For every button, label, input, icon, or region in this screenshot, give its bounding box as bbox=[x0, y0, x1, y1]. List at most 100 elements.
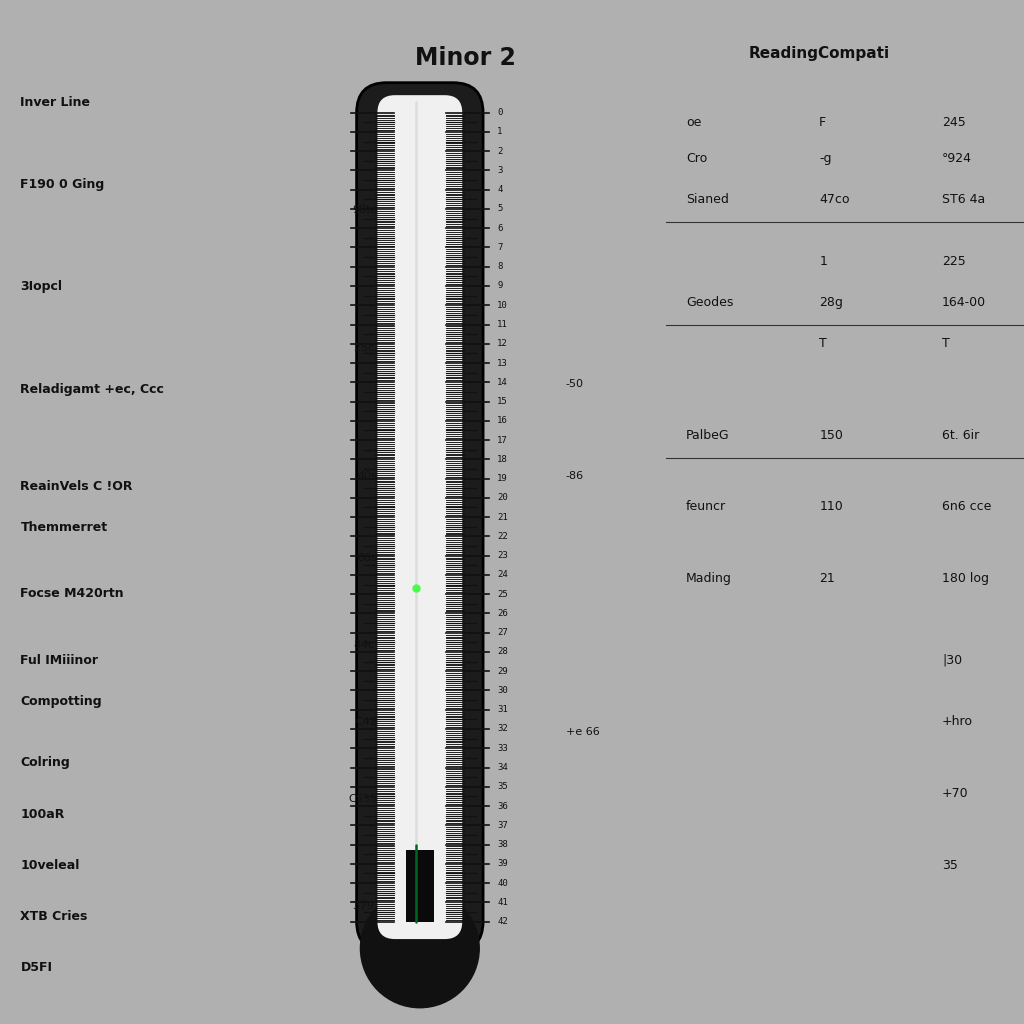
Text: 180 log: 180 log bbox=[942, 572, 989, 585]
Circle shape bbox=[360, 889, 479, 1008]
Text: -50: -50 bbox=[565, 379, 584, 389]
Text: 12: 12 bbox=[498, 339, 508, 348]
Text: Ful IMiiinor: Ful IMiiinor bbox=[20, 654, 98, 667]
Text: 47co: 47co bbox=[819, 194, 850, 206]
Text: 16: 16 bbox=[498, 417, 508, 425]
Text: C42-: C42- bbox=[355, 717, 381, 727]
Text: |30: |30 bbox=[942, 654, 963, 667]
Text: F: F bbox=[819, 117, 826, 129]
Text: 37: 37 bbox=[498, 821, 508, 829]
Text: 13: 13 bbox=[498, 358, 508, 368]
Text: T: T bbox=[942, 337, 950, 349]
Text: 1: 1 bbox=[498, 127, 503, 136]
Text: Cro: Cro bbox=[686, 153, 708, 165]
Text: Themmerret: Themmerret bbox=[20, 521, 108, 534]
Text: 10veleal: 10veleal bbox=[20, 859, 80, 871]
Text: 15: 15 bbox=[498, 397, 508, 407]
Text: +e 66: +e 66 bbox=[565, 727, 599, 737]
Text: +hro: +hro bbox=[942, 716, 973, 728]
Text: 34: 34 bbox=[498, 763, 508, 772]
Text: F190 0 Ging: F190 0 Ging bbox=[20, 178, 104, 190]
Text: ReadingCompati: ReadingCompati bbox=[749, 46, 890, 61]
Text: 24: 24 bbox=[498, 570, 508, 580]
Text: 21: 21 bbox=[819, 572, 835, 585]
Text: 6n6 cce: 6n6 cce bbox=[942, 501, 991, 513]
Text: 25c -: 25c - bbox=[353, 343, 381, 353]
Text: 25: 25 bbox=[498, 590, 508, 599]
Text: °924: °924 bbox=[942, 153, 972, 165]
Text: 245: 245 bbox=[942, 117, 966, 129]
Text: 29: 29 bbox=[498, 667, 508, 676]
FancyBboxPatch shape bbox=[378, 95, 462, 939]
Text: 41: 41 bbox=[498, 898, 508, 907]
Text: T: T bbox=[819, 337, 827, 349]
Text: 30: 30 bbox=[498, 686, 508, 695]
Text: 100aR: 100aR bbox=[20, 808, 65, 820]
Text: 150: 150 bbox=[819, 429, 843, 441]
Text: 164-00: 164-00 bbox=[942, 296, 986, 308]
Text: CS35-: CS35- bbox=[348, 794, 381, 804]
Text: -g: -g bbox=[819, 153, 831, 165]
Text: ST6 4a: ST6 4a bbox=[942, 194, 985, 206]
FancyBboxPatch shape bbox=[356, 83, 483, 951]
Text: 225: 225 bbox=[942, 255, 966, 267]
Text: 3Iopcl: 3Iopcl bbox=[20, 281, 62, 293]
Text: Compotting: Compotting bbox=[20, 695, 102, 708]
Text: 14: 14 bbox=[498, 378, 508, 387]
Text: 10: 10 bbox=[498, 301, 508, 309]
Text: 38: 38 bbox=[498, 840, 508, 849]
Text: D5FI: D5FI bbox=[20, 962, 52, 974]
Text: 17: 17 bbox=[498, 435, 508, 444]
Text: 32: 32 bbox=[498, 725, 508, 733]
Text: 35: 35 bbox=[942, 859, 958, 871]
Text: 84c -: 84c - bbox=[353, 640, 381, 650]
Text: 06s-: 06s- bbox=[357, 553, 381, 563]
Text: Minor 2: Minor 2 bbox=[416, 46, 516, 70]
Text: 110: 110 bbox=[819, 501, 843, 513]
Text: 21: 21 bbox=[498, 513, 508, 521]
Text: 379 -: 379 - bbox=[352, 901, 381, 911]
Text: 5: 5 bbox=[498, 205, 503, 213]
Text: +70: +70 bbox=[942, 787, 969, 800]
Text: 36: 36 bbox=[498, 802, 508, 811]
Text: -86: -86 bbox=[565, 471, 584, 481]
Text: 0: 0 bbox=[498, 109, 503, 117]
Text: Reladigamt +ec, Ccc: Reladigamt +ec, Ccc bbox=[20, 383, 165, 395]
Text: 40s-: 40s- bbox=[357, 471, 381, 481]
Text: 8: 8 bbox=[498, 262, 503, 271]
Text: Mading: Mading bbox=[686, 572, 732, 585]
Text: 27: 27 bbox=[498, 628, 508, 637]
Text: 4: 4 bbox=[498, 185, 503, 195]
Text: 98to-: 98to- bbox=[352, 205, 381, 215]
Text: 40: 40 bbox=[498, 879, 508, 888]
Text: Inver Line: Inver Line bbox=[20, 96, 90, 109]
Text: oe: oe bbox=[686, 117, 701, 129]
Text: 33: 33 bbox=[498, 743, 508, 753]
Text: Geodes: Geodes bbox=[686, 296, 733, 308]
Text: 18: 18 bbox=[498, 455, 508, 464]
Text: 31: 31 bbox=[498, 706, 508, 714]
Text: Sianed: Sianed bbox=[686, 194, 729, 206]
Text: 19: 19 bbox=[498, 474, 508, 483]
Text: 2: 2 bbox=[498, 146, 503, 156]
Text: 23: 23 bbox=[498, 551, 508, 560]
Text: 11: 11 bbox=[498, 321, 508, 329]
Text: 35: 35 bbox=[498, 782, 508, 792]
Text: 26: 26 bbox=[498, 609, 508, 617]
Text: 6t. 6ir: 6t. 6ir bbox=[942, 429, 979, 441]
Text: 3: 3 bbox=[498, 166, 503, 175]
Text: 7: 7 bbox=[498, 243, 503, 252]
Text: 28g: 28g bbox=[819, 296, 843, 308]
Text: 28: 28 bbox=[498, 647, 508, 656]
Text: 39: 39 bbox=[498, 859, 508, 868]
Text: PalbeG: PalbeG bbox=[686, 429, 730, 441]
Bar bbox=[407, 850, 433, 922]
Text: Focse M420rtn: Focse M420rtn bbox=[20, 588, 124, 600]
Text: 6: 6 bbox=[498, 223, 503, 232]
Text: 9: 9 bbox=[498, 282, 503, 291]
Text: ReainVels C !OR: ReainVels C !OR bbox=[20, 480, 133, 493]
Text: feuncr: feuncr bbox=[686, 501, 726, 513]
Text: Colring: Colring bbox=[20, 757, 71, 769]
Text: XTB Cries: XTB Cries bbox=[20, 910, 88, 923]
Text: 1: 1 bbox=[819, 255, 827, 267]
